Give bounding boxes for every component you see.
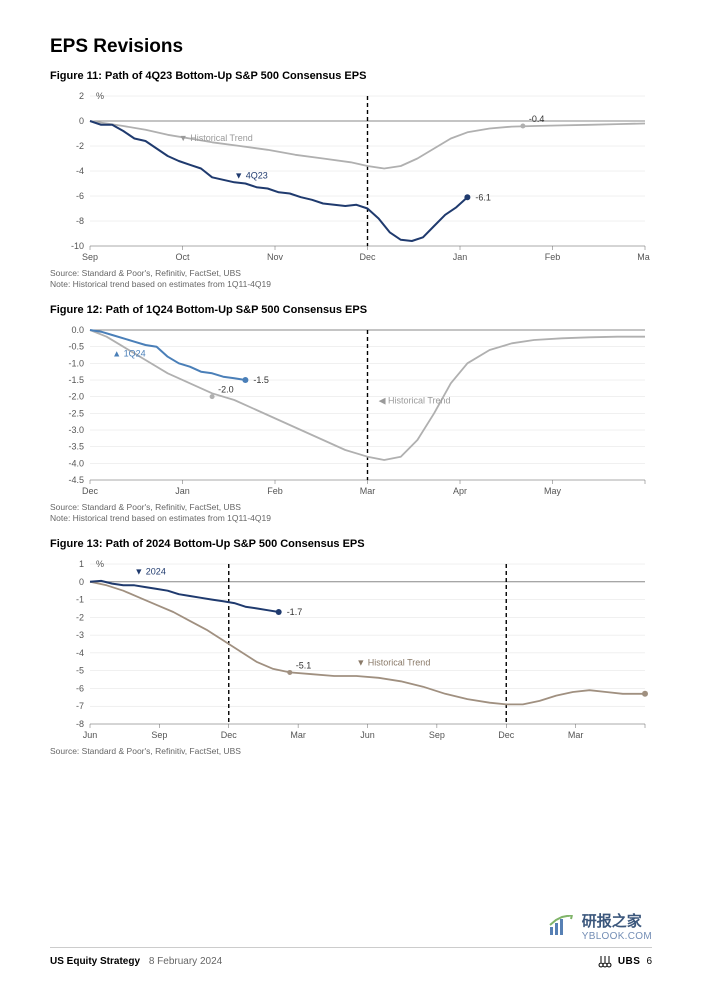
svg-text:-8: -8 — [76, 216, 84, 226]
source-line: Source: Standard & Poor's, Refinitiv, Fa… — [50, 502, 652, 513]
footer-left: US Equity Strategy 8 February 2024 — [50, 956, 222, 967]
footer-brand: UBS — [618, 956, 641, 967]
svg-text:Jan: Jan — [453, 252, 468, 262]
svg-text:Mar: Mar — [290, 730, 306, 740]
figure-11-title: Figure 11: Path of 4Q23 Bottom-Up S&P 50… — [50, 70, 652, 82]
watermark-icon — [548, 915, 576, 937]
svg-text:1: 1 — [79, 559, 84, 569]
svg-text:Dec: Dec — [221, 730, 238, 740]
svg-text:0.0: 0.0 — [71, 325, 84, 335]
svg-text:Feb: Feb — [545, 252, 561, 262]
watermark-url: YBLOOK.COM — [582, 931, 652, 942]
figure-13: Figure 13: Path of 2024 Bottom-Up S&P 50… — [50, 538, 652, 757]
svg-text:-1.5: -1.5 — [68, 375, 84, 385]
svg-text:Apr: Apr — [453, 486, 467, 496]
svg-text:▼ 4Q23: ▼ 4Q23 — [234, 171, 267, 181]
svg-text:Mar: Mar — [360, 486, 376, 496]
svg-text:%: % — [96, 559, 104, 569]
svg-text:Mar: Mar — [568, 730, 584, 740]
svg-text:Oct: Oct — [175, 252, 190, 262]
svg-text:-2.0: -2.0 — [218, 385, 234, 395]
svg-text:-10: -10 — [71, 241, 84, 251]
figure-12-chart: 0.0 -0.5 -1.0 -1.5 -2.0 -2.5 -3.0 -3.5 -4.0 -4.5D… — [50, 320, 652, 500]
footer-page-number: 6 — [646, 956, 652, 967]
watermark-cn: 研报之家 — [582, 910, 652, 931]
svg-text:▼ 2024: ▼ 2024 — [134, 567, 165, 577]
ubs-keys-icon — [598, 954, 612, 968]
svg-text:▼ Historical Trend: ▼ Historical Trend — [356, 658, 430, 668]
svg-text:◀ Historical Trend: ◀ Historical Trend — [379, 395, 451, 405]
figure-12-title: Figure 12: Path of 1Q24 Bottom-Up S&P 50… — [50, 304, 652, 316]
svg-text:-3: -3 — [76, 630, 84, 640]
svg-text:0: 0 — [79, 116, 84, 126]
watermark: 研报之家 YBLOOK.COM — [548, 910, 652, 942]
svg-text:Dec: Dec — [498, 730, 515, 740]
figure-11: Figure 11: Path of 4Q23 Bottom-Up S&P 50… — [50, 70, 652, 290]
svg-text:May: May — [544, 486, 562, 496]
source-line: Source: Standard & Poor's, Refinitiv, Fa… — [50, 268, 652, 279]
svg-text:Mar: Mar — [637, 252, 650, 262]
svg-text:Dec: Dec — [359, 252, 376, 262]
svg-text:-1.7: -1.7 — [287, 607, 303, 617]
page-footer: US Equity Strategy 8 February 2024 UBS 6 — [50, 947, 652, 968]
svg-text:-0.4: -0.4 — [529, 114, 545, 124]
svg-text:-1.0: -1.0 — [68, 358, 84, 368]
svg-text:Jun: Jun — [83, 730, 98, 740]
svg-text:-3.0: -3.0 — [68, 425, 84, 435]
svg-text:Sep: Sep — [151, 730, 167, 740]
svg-text:-1: -1 — [76, 595, 84, 605]
svg-text:Nov: Nov — [267, 252, 284, 262]
note-line: Note: Historical trend based on estimate… — [50, 513, 652, 524]
note-line: Note: Historical trend based on estimate… — [50, 279, 652, 290]
footer-title: US Equity Strategy — [50, 956, 140, 967]
figure-13-title: Figure 13: Path of 2024 Bottom-Up S&P 50… — [50, 538, 652, 550]
svg-text:2: 2 — [79, 91, 84, 101]
svg-text:-5.1: -5.1 — [296, 661, 312, 671]
svg-text:Jun: Jun — [360, 730, 375, 740]
svg-text:Sep: Sep — [429, 730, 445, 740]
svg-text:-4: -4 — [76, 648, 84, 658]
svg-text:-8: -8 — [76, 719, 84, 729]
svg-text:Sep: Sep — [82, 252, 98, 262]
svg-text:-2: -2 — [76, 613, 84, 623]
svg-text:-2: -2 — [76, 141, 84, 151]
section-title: EPS Revisions — [50, 36, 652, 58]
svg-text:0: 0 — [79, 577, 84, 587]
svg-text:-6: -6 — [76, 191, 84, 201]
figure-11-source: Source: Standard & Poor's, Refinitiv, Fa… — [50, 268, 652, 290]
footer-date: 8 February 2024 — [149, 956, 222, 967]
svg-text:-2.0: -2.0 — [68, 392, 84, 402]
svg-text:-5: -5 — [76, 666, 84, 676]
svg-text:%: % — [96, 91, 104, 101]
svg-text:Dec: Dec — [82, 486, 99, 496]
figure-11-chart: 20-2-4-6-8-10%SepOctNovDecJanFebMar-0.2-… — [50, 86, 652, 266]
svg-text:▼ Historical Trend: ▼ Historical Trend — [179, 133, 253, 143]
svg-text:-0.5: -0.5 — [68, 342, 84, 352]
svg-text:-1.5: -1.5 — [253, 375, 269, 385]
svg-text:-4: -4 — [76, 166, 84, 176]
figure-13-source: Source: Standard & Poor's, Refinitiv, Fa… — [50, 746, 652, 757]
figure-13-chart: 1 0 -1 -2 -3 -4 -5 -6 -7 -8% Jun Sep Dec Mar Jun Sep Dec… — [50, 554, 652, 744]
source-line: Source: Standard & Poor's, Refinitiv, Fa… — [50, 746, 652, 757]
svg-text:▲ 1Q24: ▲ 1Q24 — [112, 349, 145, 359]
svg-text:-7: -7 — [76, 701, 84, 711]
figure-12: Figure 12: Path of 1Q24 Bottom-Up S&P 50… — [50, 304, 652, 524]
svg-text:-6.1: -6.1 — [475, 192, 491, 202]
svg-text:-6: -6 — [76, 684, 84, 694]
svg-text:Jan: Jan — [175, 486, 190, 496]
svg-text:-2.5: -2.5 — [68, 408, 84, 418]
svg-text:Feb: Feb — [267, 486, 283, 496]
figure-12-source: Source: Standard & Poor's, Refinitiv, Fa… — [50, 502, 652, 524]
svg-text:-4.5: -4.5 — [68, 475, 84, 485]
svg-text:-3.5: -3.5 — [68, 442, 84, 452]
svg-text:-4.0: -4.0 — [68, 458, 84, 468]
footer-right: UBS 6 — [598, 954, 652, 968]
